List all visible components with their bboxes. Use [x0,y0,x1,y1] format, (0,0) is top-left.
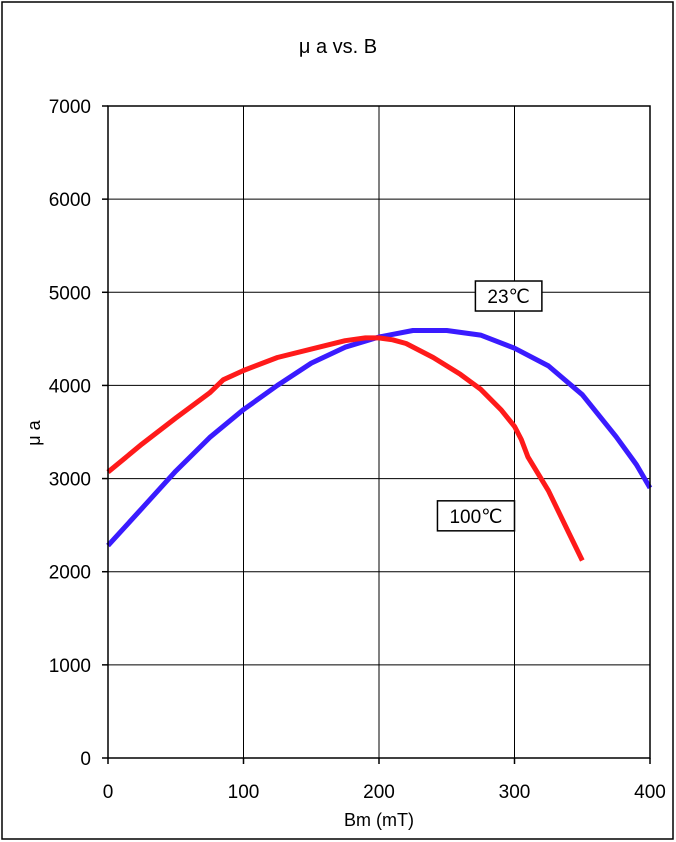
annotation-box: 100℃ [436,500,516,532]
series-line-100c [106,335,585,562]
annotation-frame [474,280,543,312]
series-line-23c [106,328,653,548]
x-tick-label: 200 [363,782,395,803]
chart-title: μ a vs. B [299,36,377,58]
y-tick-label: 2000 [49,563,91,584]
y-tick-label: 7000 [49,97,91,118]
y-tick-label: 4000 [49,376,91,397]
x-tick-label: 100 [228,782,260,803]
x-tick-label: 300 [499,782,531,803]
y-tick-label: 5000 [49,283,91,304]
annotations: 23℃ 100℃ [436,280,543,532]
y-tick-label: 1000 [49,656,91,677]
annotation-frame [436,500,516,532]
y-tick-label: 6000 [49,190,91,211]
tick-labels: 0 1000 2000 3000 4000 5000 6000 7000 0 100 200 300 4… [49,97,666,803]
x-axis-label: Bm (mT) [344,810,414,830]
annotation-label: 100℃ [449,507,502,528]
annotation-label: 23℃ [487,287,529,308]
x-tick-label: 0 [103,782,114,803]
annotation-box: 23℃ [474,280,543,312]
series-layer [106,328,653,562]
y-tick-label: 0 [80,749,91,770]
x-tick-label: 400 [634,782,666,803]
y-axis-label: μ a [24,419,44,445]
y-tick-label: 3000 [49,470,91,491]
